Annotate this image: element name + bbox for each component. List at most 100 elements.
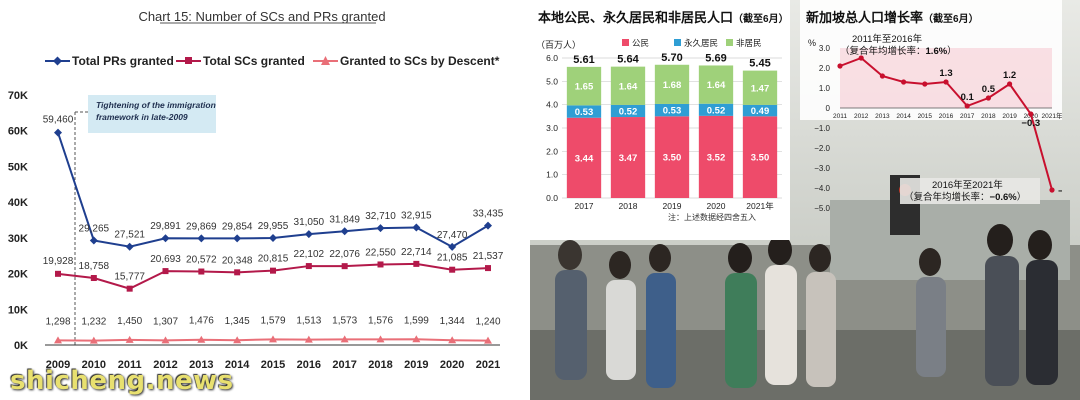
data-label: 29,891 bbox=[150, 221, 181, 232]
growth-point bbox=[858, 55, 864, 61]
data-point bbox=[234, 269, 241, 276]
y-tick-label: 0K bbox=[14, 340, 28, 352]
bar-segment bbox=[566, 105, 602, 118]
data-label: 1,579 bbox=[260, 315, 285, 326]
x-tick-label: 2011 bbox=[118, 359, 142, 371]
growth-point bbox=[943, 79, 949, 85]
y-tick-label: 2.0 bbox=[546, 146, 558, 156]
bar-segment bbox=[566, 66, 602, 106]
x-tick-label: 2019 bbox=[663, 201, 682, 211]
x-tick-label: 2013 bbox=[875, 113, 890, 120]
data-point bbox=[125, 335, 134, 343]
data-label: 29,955 bbox=[258, 221, 289, 232]
data-label: 1,232 bbox=[81, 317, 106, 328]
x-tick-label: 2018 bbox=[368, 359, 392, 371]
data-point bbox=[126, 285, 133, 292]
growth-point-label: 0.5 bbox=[982, 84, 996, 95]
legend-label-prs: Total PRs granted bbox=[72, 54, 174, 68]
bar-total-label: 5.70 bbox=[661, 52, 682, 64]
data-point bbox=[484, 336, 492, 344]
positive-band bbox=[840, 48, 1052, 108]
y-tick-label: 70K bbox=[8, 90, 28, 102]
growth-point bbox=[985, 95, 991, 101]
data-point bbox=[376, 224, 385, 233]
data-point bbox=[484, 221, 492, 230]
data-label: 22,102 bbox=[294, 249, 325, 260]
x-tick-label: 2020 bbox=[440, 359, 464, 371]
data-point bbox=[341, 263, 348, 270]
bar-segment bbox=[698, 65, 734, 104]
growth-point bbox=[964, 103, 970, 109]
legend-label: 公民 bbox=[632, 38, 649, 48]
y-tick-label: 60K bbox=[8, 126, 28, 138]
growth-point-label: 1.3 bbox=[939, 68, 952, 79]
x-tick-label: 2018 bbox=[619, 201, 638, 211]
bar-segment bbox=[610, 66, 646, 105]
x-tick-label: 2013 bbox=[189, 359, 213, 371]
x-tick-label: 2012 bbox=[153, 359, 177, 371]
legend: Total PRs granted Total SCs granted Gran… bbox=[45, 54, 500, 68]
legend-swatch bbox=[674, 39, 681, 46]
data-label: 32,710 bbox=[365, 211, 396, 222]
legend-label-descent: Granted to SCs by Descent* bbox=[340, 54, 500, 68]
data-point bbox=[448, 336, 457, 344]
x-tick-label: 2009 bbox=[46, 359, 70, 371]
y-tick-label: −1.0 bbox=[814, 124, 830, 133]
annotation-text-line-2: framework in late-2009 bbox=[96, 112, 188, 122]
bar-segment bbox=[742, 116, 778, 198]
data-point bbox=[161, 234, 170, 243]
bar-value-label: 1.47 bbox=[751, 83, 770, 94]
y-tick-label: 3.0 bbox=[819, 44, 831, 53]
data-label: 1,307 bbox=[153, 316, 178, 327]
growth-annotation-2-close: ） bbox=[1017, 191, 1027, 203]
bar-value-label: 1.65 bbox=[575, 82, 594, 93]
y-tick-label: 1.0 bbox=[819, 84, 831, 93]
data-label: 18,758 bbox=[79, 261, 110, 272]
bar-segment bbox=[742, 70, 778, 105]
x-tick-label: 2021年 bbox=[746, 201, 774, 211]
bar-value-label: 3.52 bbox=[707, 152, 726, 163]
growth-axes: %3.0 2.0 1.0 0 −1.0 −2.0 −3.0 −4.0 −5.0 2011 2012 2… bbox=[808, 38, 1062, 213]
bar-value-label: 3.44 bbox=[575, 153, 594, 164]
bar-value-label: 1.68 bbox=[663, 80, 682, 91]
bar-segment bbox=[610, 104, 646, 118]
bar-total-label: 5.61 bbox=[573, 54, 594, 66]
growth-ylabel: % bbox=[808, 38, 816, 48]
y-tick-label: −3.0 bbox=[814, 164, 830, 173]
growth-point bbox=[901, 79, 907, 85]
data-label: 33,435 bbox=[473, 209, 504, 220]
bar-value-label: 0.52 bbox=[619, 106, 638, 117]
x-tick-label: 2021 bbox=[476, 359, 500, 371]
data-label: 20,348 bbox=[222, 255, 253, 266]
growth-annotation-1-value: 1.6% bbox=[926, 46, 948, 57]
data-point bbox=[449, 266, 456, 273]
growth-annotation-1-line-1: 2011年至2016年 bbox=[852, 33, 923, 45]
data-label: 1,344 bbox=[440, 316, 465, 327]
data-point bbox=[269, 335, 277, 343]
data-point bbox=[340, 335, 349, 343]
data-point bbox=[269, 234, 277, 243]
data-label: 31,849 bbox=[329, 214, 360, 225]
growth-rate-chart: 新加坡总人口增长率（截至6月） %3.0 2.0 1.0 0 −1.0 −2.0 −3.0 −… bbox=[800, 0, 1062, 213]
growth-point bbox=[922, 81, 928, 87]
x-tick-label: 2011 bbox=[833, 113, 847, 120]
data-label: 27,470 bbox=[437, 230, 468, 241]
data-point bbox=[377, 261, 384, 268]
x-tick-label: 2012 bbox=[854, 113, 869, 120]
data-point bbox=[305, 263, 312, 270]
bar-value-label: 0.53 bbox=[575, 107, 594, 118]
growth-point bbox=[1049, 187, 1055, 193]
bar-total-label: 5.64 bbox=[617, 54, 639, 66]
bar-chart-title: 本地公民、永久居民和非居民人口（截至6月） bbox=[538, 10, 789, 25]
growth-point-label: 1.2 bbox=[1003, 70, 1016, 81]
data-label: 1,450 bbox=[117, 316, 142, 327]
y-tick-label: 5.0 bbox=[546, 76, 558, 86]
data-label: 21,085 bbox=[437, 253, 468, 264]
y-tick-label: 20K bbox=[8, 269, 28, 281]
legend-label: 永久居民 bbox=[684, 38, 718, 48]
bar-chart-title-text: 本地公民、永久居民和非居民人口 bbox=[538, 10, 733, 25]
sc-pr-chart-panel: Chart 15: Number of SCs and PRs granted … bbox=[0, 0, 530, 400]
growth-annotation-2-line-2: （复合年均增长率：−0.6%） bbox=[904, 191, 1026, 203]
data-label: 1,576 bbox=[368, 315, 393, 326]
x-tick-label: 2016 bbox=[939, 113, 954, 120]
